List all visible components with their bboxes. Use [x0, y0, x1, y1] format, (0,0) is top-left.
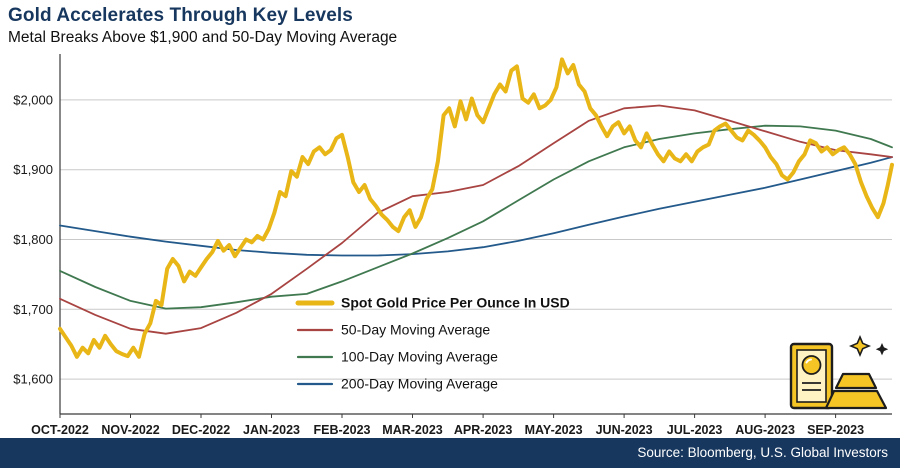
y-axis-label: $1,700: [13, 302, 53, 317]
x-axis-label: FEB-2023: [314, 423, 371, 437]
x-axis-label: SEP-2023: [807, 423, 864, 437]
coin-shine: [805, 358, 812, 364]
legend-label-ma50: 50-Day Moving Average: [341, 322, 490, 338]
x-axis-label: APR-2023: [454, 423, 512, 437]
series-line-ma50: [59, 104, 893, 335]
legend-label-ma100: 100-Day Moving Average: [341, 349, 498, 365]
series-line-spot: [58, 57, 894, 359]
legend-label-ma200: 200-Day Moving Average: [341, 376, 498, 392]
x-axis-label: NOV-2022: [101, 423, 159, 437]
y-axis-label: $1,800: [13, 232, 53, 247]
gold-bar-bottom: [824, 389, 888, 410]
gold-bars-icon: [789, 334, 889, 410]
y-axis-label: $2,000: [13, 92, 53, 107]
y-axis-label: $1,600: [13, 372, 53, 387]
source-text: Source: Bloomberg, U.S. Global Investors: [637, 445, 888, 460]
x-axis-label: OCT-2022: [31, 423, 89, 437]
gold-bar-top: [834, 372, 878, 390]
gold-price-line-chart: $1,600 $1,700 $1,800 $1,900 $2,000 OCT-2022 NO…: [13, 54, 894, 437]
series-line-ma100: [59, 124, 893, 310]
x-axis-label: JUL-2023: [667, 423, 723, 437]
sparkle-icon: [848, 334, 872, 358]
y-axis-label: $1,900: [13, 162, 53, 177]
x-axis-label: JAN-2023: [243, 423, 300, 437]
sparkle-icon: [875, 343, 889, 356]
legend-label-spot: Spot Gold Price Per Ounce In USD: [341, 295, 570, 311]
x-axis-label: AUG-2023: [735, 423, 795, 437]
x-axis-label: DEC-2022: [172, 423, 230, 437]
footer-bar: Source: Bloomberg, U.S. Global Investors: [0, 438, 900, 468]
series-line-ma200: [59, 156, 893, 257]
x-axis-label: MAY-2023: [525, 423, 583, 437]
chart-title: Gold Accelerates Through Key Levels: [8, 5, 353, 26]
x-axis-label: MAR-2023: [382, 423, 442, 437]
x-axis-label: JUN-2023: [596, 423, 653, 437]
chart-subtitle: Metal Breaks Above $1,900 and 50-Day Mov…: [8, 29, 398, 46]
